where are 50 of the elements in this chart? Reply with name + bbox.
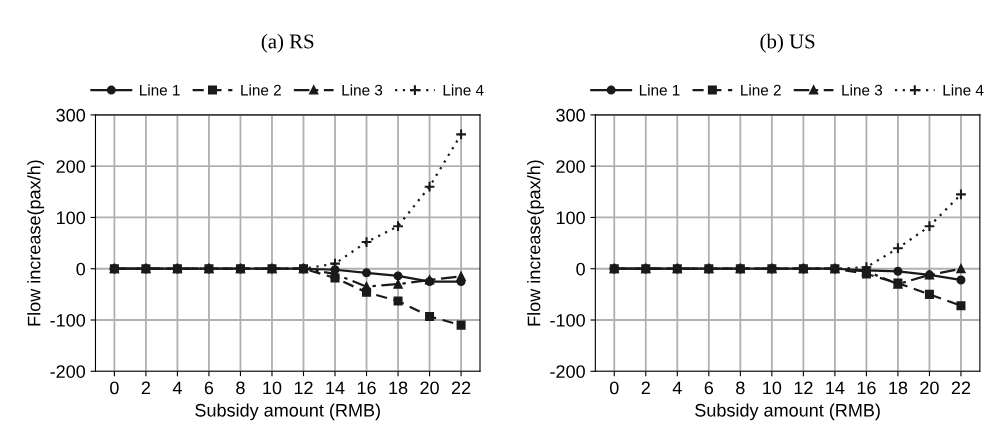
y-tick-label: -100 bbox=[550, 313, 585, 327]
y-tick-label: 100 bbox=[57, 211, 86, 225]
chart-title: (a) RS bbox=[261, 33, 314, 53]
y-tick-label: -200 bbox=[550, 365, 585, 378]
x-tick-label: 4 bbox=[172, 381, 182, 395]
x-tick-label: 4 bbox=[672, 381, 682, 395]
legend-label: Line 3 bbox=[342, 84, 383, 96]
x-tick-label: 14 bbox=[326, 381, 345, 395]
legend-label: Line 2 bbox=[741, 84, 781, 96]
legend-label: Line 1 bbox=[639, 84, 680, 96]
x-tick-label: 10 bbox=[763, 381, 782, 395]
x-tick-label: 20 bbox=[420, 381, 439, 395]
x-tick-label: 22 bbox=[451, 381, 471, 395]
y-tick-label: -200 bbox=[50, 365, 86, 378]
y-axis-title: Flow increase(pax/h) bbox=[527, 160, 544, 326]
legend-label: Line 1 bbox=[140, 84, 180, 96]
x-tick-label: 2 bbox=[641, 381, 650, 395]
x-tick-label: 8 bbox=[236, 381, 245, 395]
y-tick-label: -100 bbox=[50, 313, 86, 327]
x-tick-label: 6 bbox=[204, 381, 214, 395]
x-tick-label: 12 bbox=[294, 381, 313, 395]
y-tick-label: 100 bbox=[556, 211, 585, 225]
y-axis-title: Flow increase(pax/h) bbox=[27, 160, 45, 326]
x-tick-label: 20 bbox=[920, 381, 939, 395]
x-tick-label: 18 bbox=[389, 381, 408, 395]
x-tick-label: 2 bbox=[141, 381, 151, 395]
x-tick-label: 16 bbox=[857, 381, 876, 395]
x-tick-label: 6 bbox=[704, 381, 714, 395]
y-tick-label: 200 bbox=[56, 160, 86, 173]
x-tick-label: 0 bbox=[609, 381, 619, 395]
y-tick-label: 300 bbox=[56, 108, 86, 122]
y-tick-label: 0 bbox=[76, 262, 86, 276]
legend-label: Line 2 bbox=[241, 84, 281, 96]
x-tick-label: 12 bbox=[794, 381, 813, 395]
legend-label: Line 3 bbox=[842, 84, 883, 96]
x-axis-title: Subsidy amount (RMB) bbox=[695, 403, 880, 421]
legend-label: Line 4 bbox=[943, 84, 984, 96]
x-axis-title: Subsidy amount (RMB) bbox=[195, 403, 380, 421]
legend-label: Line 4 bbox=[443, 84, 484, 96]
x-tick-label: 0 bbox=[110, 381, 119, 395]
x-tick-label: 16 bbox=[357, 381, 376, 395]
x-tick-label: 18 bbox=[889, 381, 908, 395]
x-tick-label: 10 bbox=[263, 381, 282, 395]
y-tick-label: 200 bbox=[556, 160, 585, 173]
y-tick-label: 300 bbox=[556, 108, 585, 122]
x-tick-label: 8 bbox=[736, 381, 745, 395]
x-tick-label: 14 bbox=[826, 381, 845, 395]
y-tick-label: 0 bbox=[576, 262, 585, 276]
chart-title: (b) US bbox=[760, 33, 815, 53]
x-tick-label: 22 bbox=[951, 381, 971, 395]
